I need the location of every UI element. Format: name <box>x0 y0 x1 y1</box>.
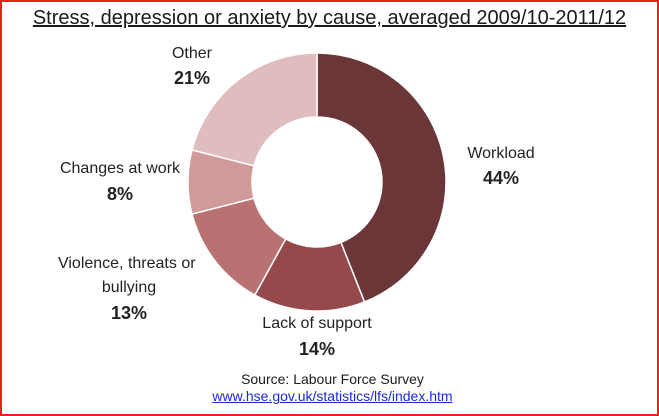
slice-workload <box>316 52 447 303</box>
slice-value-changes-at-work: 8% <box>107 184 133 204</box>
slice-label-workload: Workload <box>467 145 534 162</box>
source-link[interactable]: www.hse.gov.uk/statistics/lfs/index.htm <box>212 388 453 404</box>
chart-title: Stress, depression or anxiety by cause, … <box>32 7 627 29</box>
slice-value-workload: 44% <box>483 168 519 188</box>
slice-label-changes-at-work: Changes at work <box>60 160 181 177</box>
pie-slices <box>187 52 447 312</box>
slice-value-lack-of-support: 14% <box>299 339 335 359</box>
slice-label-other: Other <box>172 45 213 62</box>
slice-value-other: 21% <box>174 68 210 88</box>
slice-other <box>191 52 318 167</box>
slice-label-violence: Violence, threats or bullying <box>58 255 200 296</box>
source-text: Source: Labour Force Survey <box>241 371 424 387</box>
slice-label-lack-of-support: Lack of support <box>262 315 372 332</box>
slice-value-violence: 13% <box>111 303 147 323</box>
chart-source: Source: Labour Force Survey www.hse.gov.… <box>0 371 659 405</box>
